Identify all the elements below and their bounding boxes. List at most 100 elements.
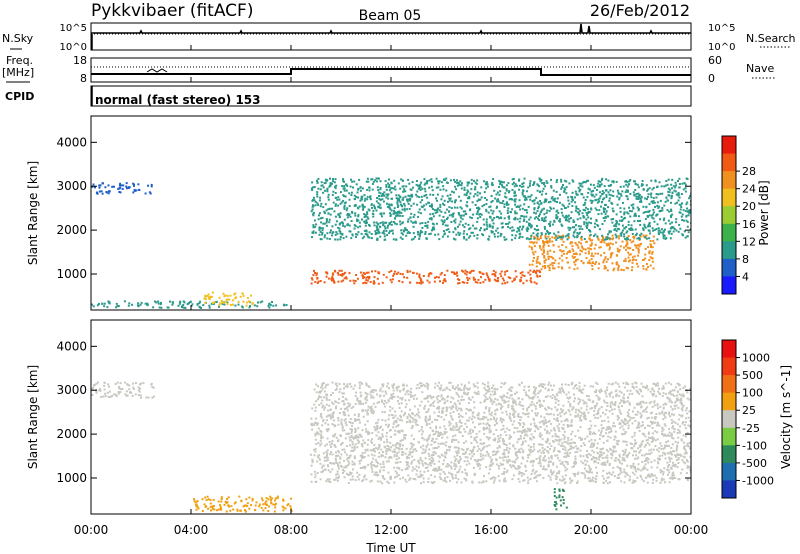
- scatter-cell: [572, 249, 575, 252]
- scatter-cell: [636, 426, 638, 429]
- scatter-cell: [576, 450, 579, 453]
- scatter-cell: [552, 384, 555, 387]
- scatter-cell: [671, 465, 674, 468]
- scatter-cell: [579, 438, 582, 441]
- scatter-cell: [664, 222, 667, 225]
- scatter-cell: [634, 419, 637, 422]
- scatter-cell: [443, 425, 446, 428]
- scatter-cell: [574, 411, 577, 414]
- scatter-cell: [392, 423, 395, 425]
- scatter-cell: [662, 473, 664, 476]
- scatter-cell: [544, 396, 547, 398]
- scatter-cell: [625, 454, 628, 457]
- scatter-cell: [622, 185, 625, 188]
- scatter-cell: [251, 497, 254, 500]
- scatter-cell: [661, 410, 664, 413]
- scatter-cell: [428, 455, 431, 458]
- scatter-cell: [397, 182, 400, 185]
- scatter-cell: [434, 469, 437, 472]
- scatter-cell: [172, 301, 174, 304]
- scatter-cell: [466, 276, 469, 279]
- scatter-cell: [570, 211, 573, 214]
- scatter-cell: [596, 235, 599, 238]
- scatter-cell: [569, 242, 572, 245]
- scatter-cell: [530, 281, 533, 284]
- scatter-cell: [528, 238, 531, 241]
- scatter-cell: [545, 180, 548, 183]
- scatter-cell: [607, 191, 610, 194]
- scatter-cell: [254, 504, 257, 507]
- scatter-cell: [565, 256, 568, 259]
- scatter-cell: [457, 451, 460, 454]
- scatter-cell: [578, 241, 581, 244]
- scatter-cell: [554, 432, 557, 435]
- scatter-cell: [628, 253, 631, 256]
- scatter-cell: [437, 442, 440, 445]
- scatter-cell: [416, 195, 419, 198]
- scatter-cell: [552, 207, 555, 210]
- scatter-cell: [584, 209, 587, 212]
- scatter-cell: [314, 200, 317, 203]
- scatter-cell: [581, 246, 584, 249]
- scatter-cell: [114, 383, 117, 385]
- scatter-cell: [597, 411, 599, 414]
- scatter-cell: [428, 217, 431, 220]
- scatter-cell: [460, 383, 463, 386]
- scatter-cell: [311, 181, 314, 184]
- scatter-cell: [388, 206, 391, 209]
- scatter-cell: [590, 207, 593, 210]
- scatter-cell: [334, 446, 337, 448]
- scatter-cell: [625, 189, 628, 192]
- scatter-cell: [323, 281, 326, 284]
- scatter-cell: [481, 272, 484, 275]
- scatter-cell: [529, 279, 532, 282]
- scatter-cell: [474, 281, 477, 284]
- scatter-cell: [413, 394, 416, 397]
- scatter-cell: [536, 236, 539, 239]
- scatter-cell: [343, 459, 345, 462]
- scatter-cell: [523, 215, 526, 218]
- scatter-cell: [121, 388, 124, 390]
- scatter-cell: [607, 450, 610, 453]
- scatter-cell: [562, 445, 565, 447]
- scatter-cell: [493, 450, 496, 453]
- scatter-cell: [427, 220, 430, 223]
- scatter-cell: [612, 424, 614, 427]
- scatter-cell: [636, 262, 638, 265]
- scatter-cell: [602, 207, 605, 210]
- scatter-cell: [551, 264, 554, 267]
- scatter-cell: [604, 208, 607, 210]
- scatter-cell: [561, 224, 564, 227]
- scatter-cell: [440, 272, 443, 274]
- scatter-cell: [571, 191, 574, 194]
- scatter-cell: [317, 204, 320, 206]
- scatter-cell: [678, 186, 681, 189]
- scatter-cell: [472, 383, 475, 386]
- scatter-cell: [593, 461, 596, 464]
- scatter-cell: [653, 220, 656, 223]
- scatter-cell: [543, 416, 546, 419]
- scatter-cell: [430, 217, 433, 219]
- scatter-cell: [499, 234, 502, 237]
- scatter-cell: [276, 497, 279, 500]
- scatter-cell: [632, 387, 635, 390]
- scatter-cell: [669, 477, 672, 480]
- scatter-cell: [334, 187, 337, 190]
- scatter-cell: [551, 196, 554, 199]
- scatter-cell: [425, 462, 427, 465]
- scatter-cell: [508, 221, 511, 224]
- scatter-cell: [671, 213, 674, 216]
- scatter-cell: [571, 205, 574, 207]
- scatter-cell: [559, 193, 561, 196]
- scatter-cell: [511, 280, 514, 283]
- scatter-cell: [111, 395, 113, 398]
- scatter-cell: [619, 185, 622, 188]
- scatter-cell: [618, 416, 620, 419]
- scatter-cell: [529, 451, 532, 454]
- scatter-cell: [518, 179, 520, 182]
- scatter-cell: [226, 498, 229, 500]
- scatter-cell: [610, 194, 613, 197]
- scatter-cell: [678, 211, 681, 214]
- scatter-cell: [466, 279, 469, 282]
- scatter-cell: [520, 462, 523, 465]
